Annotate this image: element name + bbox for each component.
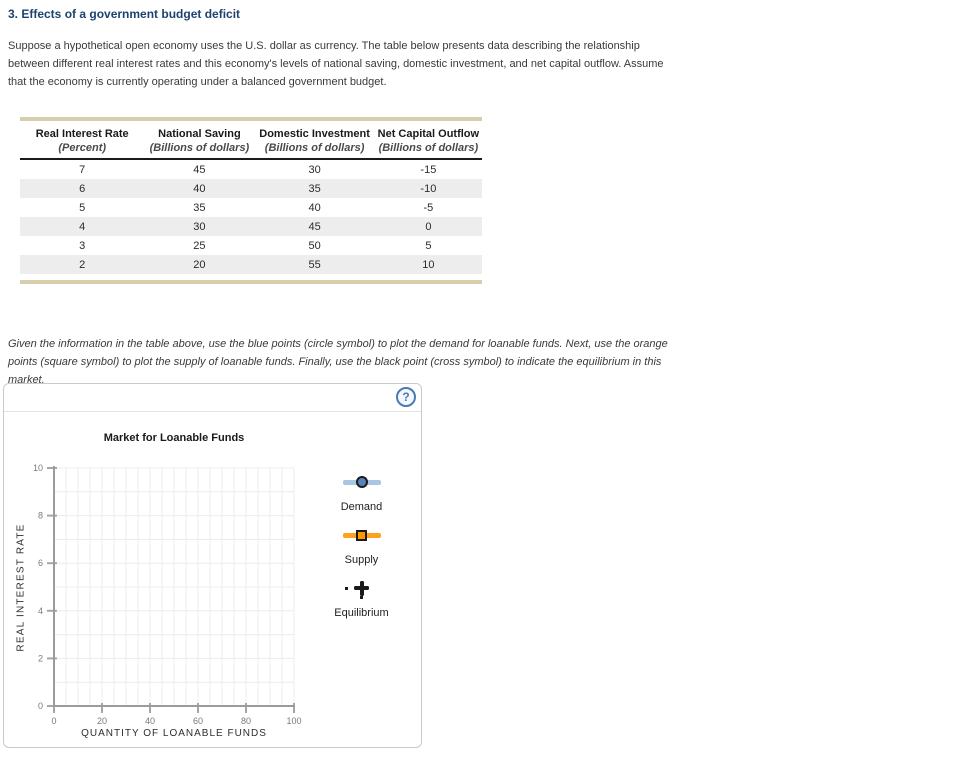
column-header-label: National Saving bbox=[158, 128, 241, 140]
cell-value: 35 bbox=[193, 201, 206, 214]
table-row: 7 45 30 -15 bbox=[20, 159, 482, 179]
cell-value: -10 bbox=[420, 182, 437, 195]
cell-value: -15 bbox=[420, 163, 437, 176]
demand-circle-icon bbox=[355, 476, 368, 488]
cell-value: 30 bbox=[193, 220, 206, 233]
cross-dash-left bbox=[344, 586, 348, 590]
legend-item-supply[interactable]: Supply bbox=[304, 527, 419, 566]
chart-legend: Demand Supply Equilibrium bbox=[304, 474, 419, 633]
column-header-units: (Billions of dollars) bbox=[378, 142, 479, 154]
svg-text:60: 60 bbox=[193, 716, 203, 726]
chart-plot[interactable]: 0 20 40 60 80 100 0 2 4 6 8 10 bbox=[4, 384, 421, 747]
cross-dash-below bbox=[360, 596, 363, 599]
graph-toolbar: ? bbox=[4, 384, 421, 412]
svg-text:80: 80 bbox=[241, 716, 251, 726]
svg-text:40: 40 bbox=[145, 716, 155, 726]
column-header-units: (Billions of dollars) bbox=[149, 142, 250, 154]
chart-title: Market for Loanable Funds bbox=[103, 432, 245, 444]
column-header-domestic-investment: Domestic Investment (Billions of dollars… bbox=[254, 121, 375, 160]
table-row: 5 35 40 -5 bbox=[20, 198, 482, 217]
svg-text:20: 20 bbox=[97, 716, 107, 726]
column-header-label: Domestic Investment bbox=[259, 128, 370, 140]
cell-value: 45 bbox=[193, 163, 206, 176]
column-header-units: (Percent) bbox=[58, 142, 107, 154]
y-axis-label: REAL INTEREST RATE bbox=[15, 523, 27, 652]
legend-label-equilibrium: Equilibrium bbox=[334, 607, 389, 619]
cell-value: 20 bbox=[193, 258, 206, 271]
data-table: Real Interest Rate (Percent) National Sa… bbox=[20, 117, 482, 284]
cell-value: 7 bbox=[79, 163, 86, 176]
column-header-units: (Billions of dollars) bbox=[264, 142, 365, 154]
svg-text:0: 0 bbox=[38, 701, 43, 711]
table-row: 3 25 50 5 bbox=[20, 236, 482, 255]
instruction-paragraph: Given the information in the table above… bbox=[8, 338, 668, 386]
cell-value: 30 bbox=[308, 163, 321, 176]
cell-value: 5 bbox=[425, 239, 432, 252]
equilibrium-cross-icon bbox=[354, 580, 369, 596]
cell-value: 6 bbox=[79, 182, 86, 195]
svg-text:2: 2 bbox=[38, 653, 43, 663]
cell-value: 45 bbox=[308, 220, 321, 233]
cell-value: 5 bbox=[79, 201, 86, 214]
cell-value: 4 bbox=[79, 220, 86, 233]
intro-paragraph: Suppose a hypothetical open economy uses… bbox=[8, 40, 664, 88]
column-header-label: Real Interest Rate bbox=[35, 128, 129, 140]
column-header-real-interest-rate: Real Interest Rate (Percent) bbox=[20, 121, 145, 160]
cell-value: 3 bbox=[79, 239, 86, 252]
table-header-row: Real Interest Rate (Percent) National Sa… bbox=[20, 121, 482, 160]
cell-value: 0 bbox=[425, 220, 432, 233]
svg-text:0: 0 bbox=[51, 716, 56, 726]
table-row: 4 30 45 0 bbox=[20, 217, 482, 236]
cell-value: 55 bbox=[308, 258, 321, 271]
column-header-label: Net Capital Outflow bbox=[377, 128, 480, 140]
legend-item-demand[interactable]: Demand bbox=[304, 474, 419, 513]
svg-text:10: 10 bbox=[33, 463, 43, 473]
legend-label-supply: Supply bbox=[344, 554, 379, 566]
svg-text:6: 6 bbox=[38, 558, 43, 568]
column-header-net-capital-outflow: Net Capital Outflow (Billions of dollars… bbox=[374, 121, 482, 160]
cell-value: 2 bbox=[79, 258, 86, 271]
question-title: 3. Effects of a government budget defici… bbox=[8, 7, 241, 21]
cell-value: 40 bbox=[193, 182, 206, 195]
legend-label-demand: Demand bbox=[340, 501, 383, 513]
svg-text:8: 8 bbox=[38, 511, 43, 521]
graph-panel: ? 0 20 40 60 80 100 0 2 4 6 8 10 Market for Loanabl… bbox=[3, 383, 422, 748]
cell-value: 40 bbox=[308, 201, 321, 214]
cell-value: -5 bbox=[423, 201, 434, 214]
cell-value: 10 bbox=[422, 258, 435, 271]
cell-value: 35 bbox=[308, 182, 321, 195]
legend-item-equilibrium[interactable]: Equilibrium bbox=[304, 580, 419, 619]
cell-value: 50 bbox=[308, 239, 321, 252]
cell-value: 25 bbox=[193, 239, 206, 252]
table-row: 6 40 35 -10 bbox=[20, 179, 482, 198]
svg-text:100: 100 bbox=[286, 716, 301, 726]
column-header-national-saving: National Saving (Billions of dollars) bbox=[144, 121, 255, 160]
supply-square-icon bbox=[356, 529, 367, 541]
help-icon[interactable]: ? bbox=[396, 387, 416, 407]
x-axis-label: QUANTITY OF LOANABLE FUNDS bbox=[81, 728, 267, 739]
svg-text:4: 4 bbox=[38, 606, 43, 616]
table-row: 2 20 55 10 bbox=[20, 255, 482, 274]
